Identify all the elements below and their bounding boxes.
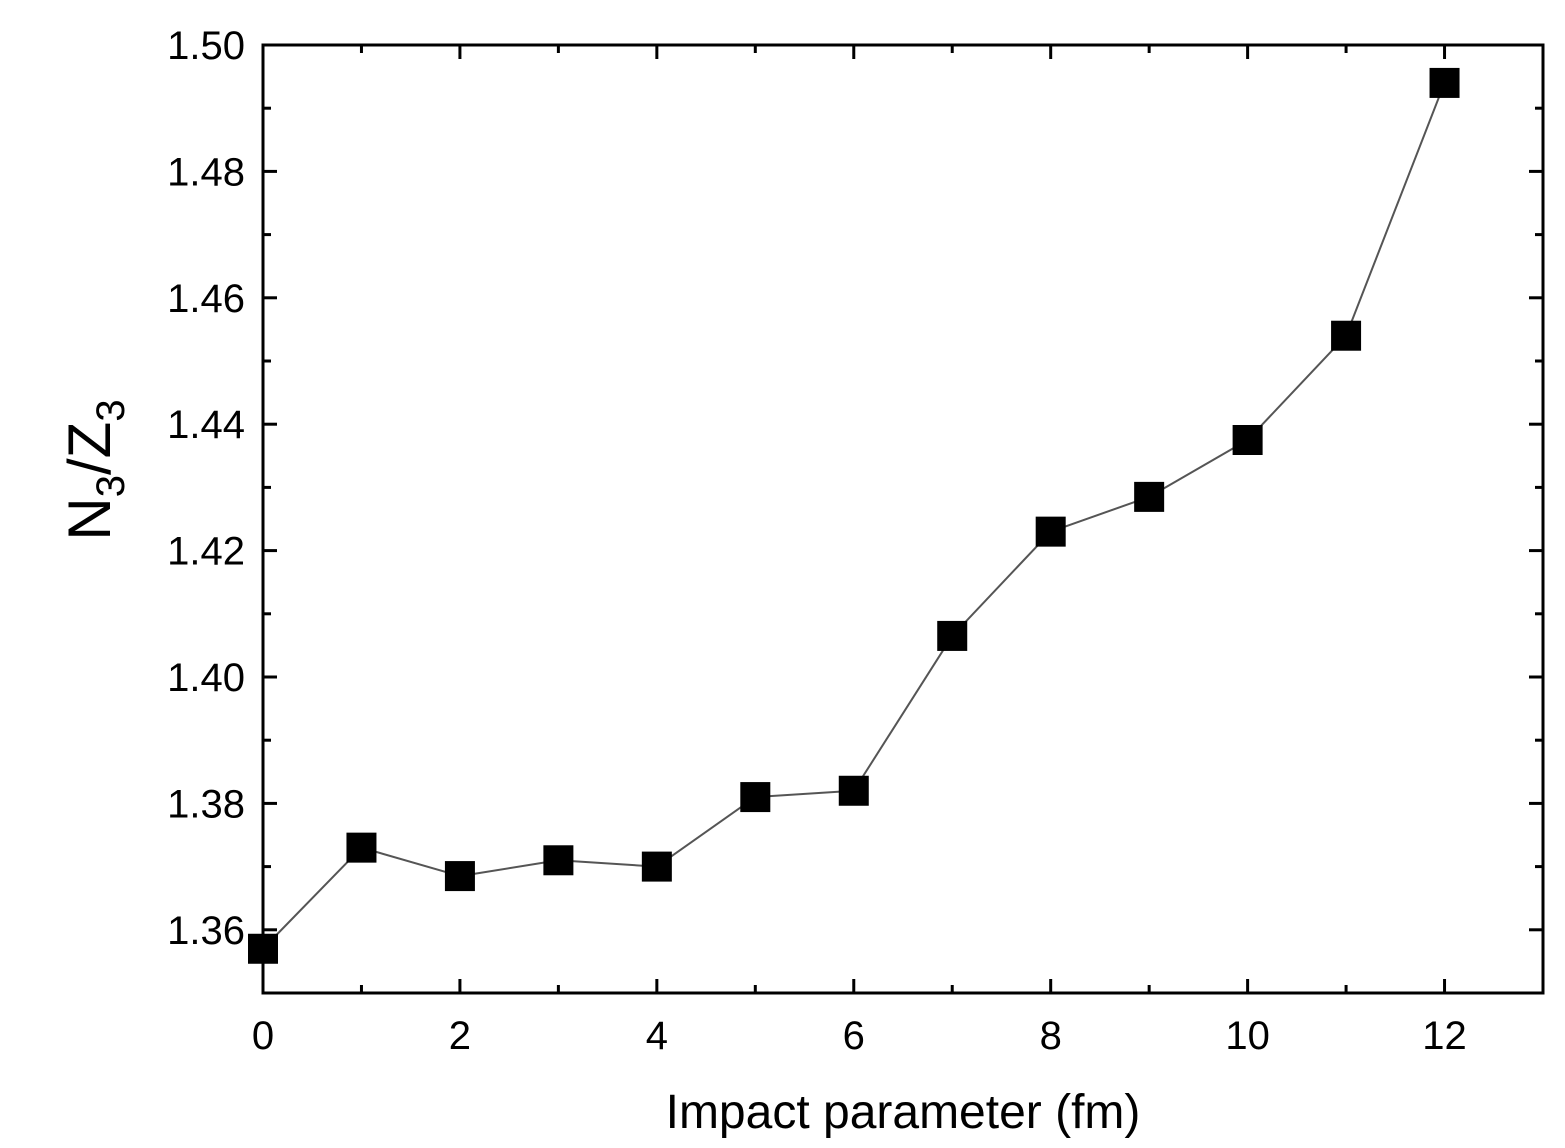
y-axis-title-main: N (56, 497, 123, 540)
x-tick-label-4: 4 (646, 1014, 668, 1058)
x-axis-title: Impact parameter (fm) (666, 1086, 1141, 1139)
series-0-segment-8 (1050, 495, 1150, 533)
data-point-x7 (937, 620, 968, 651)
data-point-x3 (543, 845, 574, 876)
x-tick-label-2: 2 (449, 1014, 471, 1058)
data-point-x6 (838, 775, 869, 806)
series-0-segment-5 (755, 789, 854, 799)
y-tick-label-1.46: 1.46 (167, 277, 245, 321)
y-axis-title-slash: /Z (56, 422, 123, 475)
data-point-x0 (248, 933, 278, 964)
series-0-segment-9 (1148, 439, 1249, 498)
data-point-x12 (1429, 67, 1460, 98)
x-tick-label-8: 8 (1040, 1014, 1062, 1058)
data-point-x4 (641, 851, 672, 882)
data-point-x1 (346, 832, 377, 863)
series-0-segment-2 (459, 859, 559, 878)
y-tick-label-1.42: 1.42 (167, 530, 245, 574)
data-point-x5 (740, 782, 771, 813)
data-point-x2 (444, 861, 475, 892)
y-axis-title: N3/Z3 (56, 399, 133, 540)
x-tick-label-6: 6 (843, 1014, 865, 1058)
y-tick-label-1.40: 1.40 (167, 656, 245, 700)
series-0-segment-10 (1246, 335, 1347, 441)
y-tick-label-1.50: 1.50 (167, 24, 245, 68)
ticks-layer (261, 43, 1543, 993)
y-axis-title-sub1: 3 (89, 475, 133, 497)
series-0-segment-6 (852, 635, 954, 792)
series-line-layer (262, 82, 1446, 950)
x-tick-label-0: 0 (252, 1014, 274, 1058)
plot-frame (261, 43, 1545, 995)
series-0-segment-11 (1345, 82, 1446, 337)
y-axis-title-sub2: 3 (89, 399, 133, 421)
data-point-x8 (1035, 516, 1066, 547)
data-point-x10 (1232, 425, 1263, 455)
series-0-segment-3 (558, 859, 657, 868)
y-tick-label-1.36: 1.36 (167, 909, 245, 953)
tick-labels-layer: 0 2 4 6 8 10 12 1.36 1.38 1.40 1.42 1.44 1.46 1.48 1.5… (167, 24, 1467, 1058)
y-tick-label-1.38: 1.38 (167, 782, 245, 826)
y-tick-label-1.48: 1.48 (167, 150, 245, 194)
series-0-segment-7 (951, 530, 1052, 637)
x-tick-label-12: 12 (1422, 1014, 1467, 1058)
x-tick-label-10: 10 (1225, 1014, 1270, 1058)
y-tick-label-1.44: 1.44 (167, 403, 245, 447)
series-marker-layer (248, 67, 1460, 964)
series-0-segment-0 (262, 846, 363, 950)
series-0-segment-4 (656, 796, 756, 868)
series-0-segment-1 (361, 846, 461, 878)
data-point-x9 (1134, 481, 1165, 512)
data-point-x11 (1331, 320, 1362, 351)
